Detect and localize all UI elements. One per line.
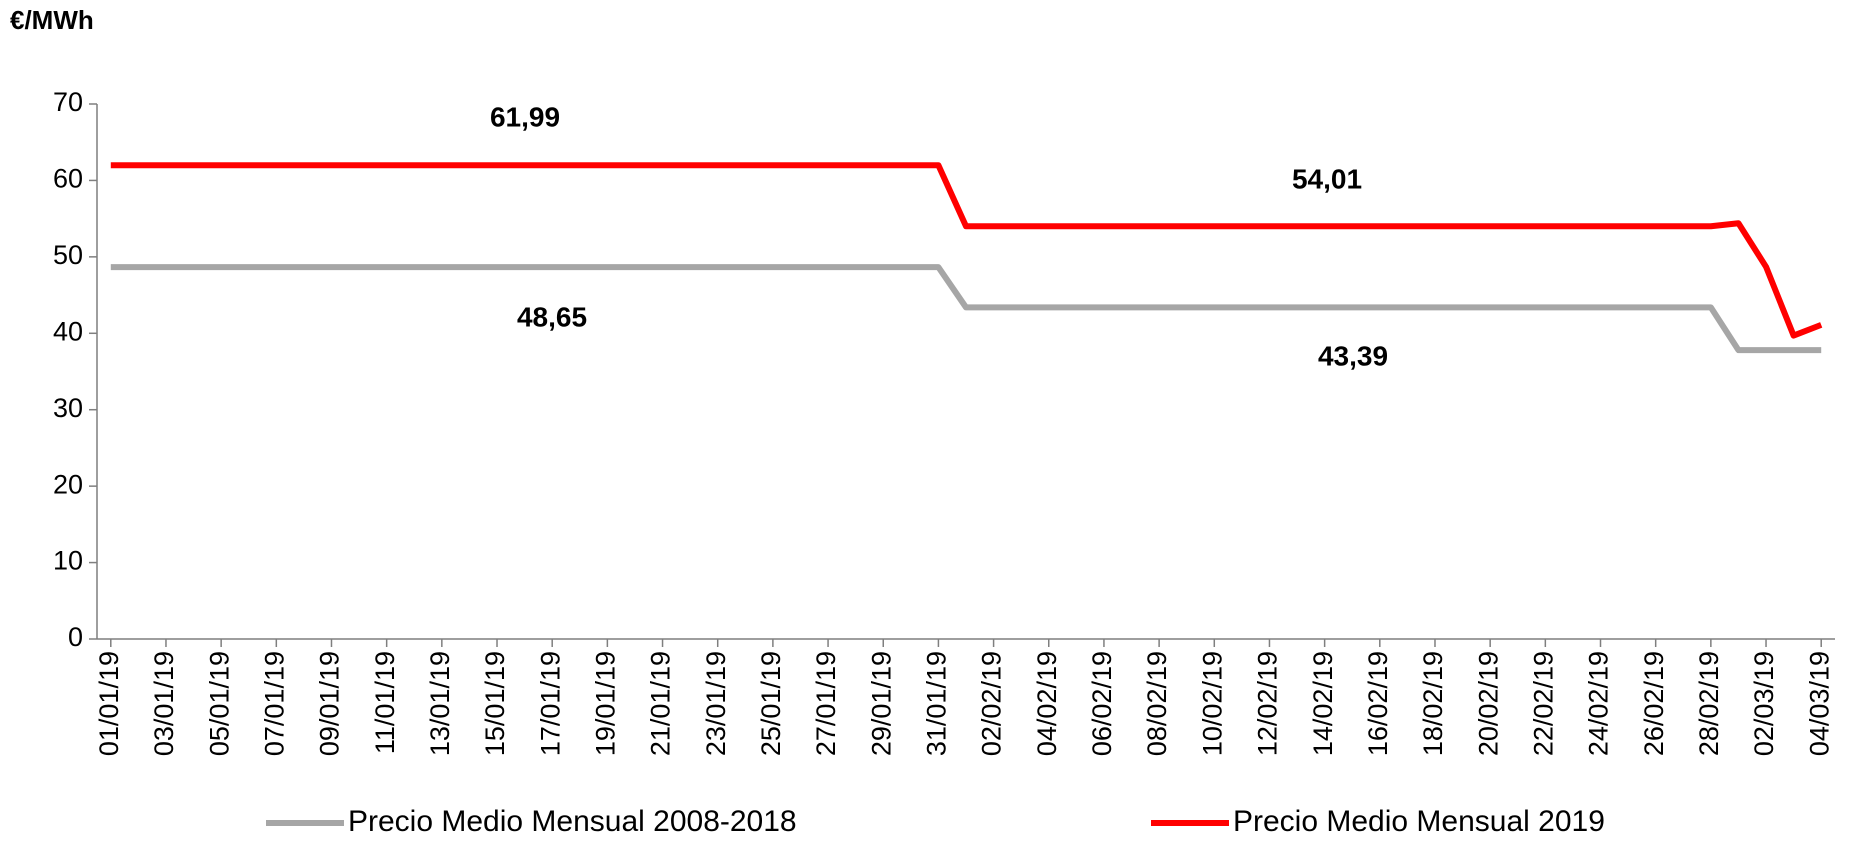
x-tick-label: 29/01/19 (866, 651, 896, 756)
x-tick-label: 14/02/19 (1308, 651, 1338, 756)
x-tick-label: 13/01/19 (425, 651, 455, 756)
x-tick-label: 07/01/19 (259, 651, 289, 756)
y-axis-label: €/MWh (10, 5, 94, 35)
legend-label: Precio Medio Mensual 2019 (1233, 805, 1605, 838)
series-line (110, 264, 1822, 354)
x-tick-label: 02/03/19 (1749, 651, 1779, 756)
annotation: 61,99 (490, 101, 560, 132)
x-tick-label: 01/01/19 (94, 651, 124, 756)
x-tick-label: 27/01/19 (811, 651, 841, 756)
x-tick-label: 08/02/19 (1142, 651, 1172, 756)
x-tick-label: 20/02/19 (1473, 651, 1503, 756)
annotation: 48,65 (517, 301, 587, 332)
series-line (110, 162, 1823, 339)
x-tick-label: 17/01/19 (535, 651, 565, 756)
x-tick-label: 04/03/19 (1804, 651, 1834, 756)
x-tick-label: 10/02/19 (1197, 651, 1227, 756)
y-tick-label: 50 (53, 240, 83, 270)
x-tick-label: 05/01/19 (204, 651, 234, 756)
y-tick-label: 30 (53, 393, 83, 423)
x-tick-label: 23/01/19 (701, 651, 731, 756)
x-tick-label: 03/01/19 (149, 651, 179, 756)
legend-label: Precio Medio Mensual 2008-2018 (348, 805, 797, 838)
x-tick-label: 22/02/19 (1528, 651, 1558, 756)
x-tick-label: 09/01/19 (315, 651, 345, 756)
x-tick-label: 26/02/19 (1639, 651, 1669, 756)
y-tick-label: 0 (68, 622, 83, 652)
x-tick-label: 21/01/19 (646, 651, 676, 756)
x-tick-label: 15/01/19 (480, 651, 510, 756)
y-tick-label: 60 (53, 164, 83, 194)
x-tick-label: 25/01/19 (756, 651, 786, 756)
x-tick-label: 19/01/19 (590, 651, 620, 756)
y-tick-label: 10 (53, 546, 83, 576)
x-tick-label: 16/02/19 (1363, 651, 1393, 756)
x-tick-label: 28/02/19 (1694, 651, 1724, 756)
x-tick-label: 12/02/19 (1253, 651, 1283, 756)
x-tick-label: 06/02/19 (1087, 651, 1117, 756)
x-tick-label: 11/01/19 (370, 651, 400, 754)
annotation: 54,01 (1292, 163, 1362, 194)
x-tick-label: 31/01/19 (922, 651, 952, 756)
y-tick-label: 70 (53, 87, 83, 117)
x-tick-label: 18/02/19 (1418, 651, 1448, 756)
x-tick-label: 04/02/19 (1032, 651, 1062, 756)
y-tick-label: 20 (53, 469, 83, 499)
x-tick-label: 02/02/19 (977, 651, 1007, 756)
x-tick-label: 24/02/19 (1584, 651, 1614, 756)
annotation: 43,39 (1318, 340, 1388, 371)
y-tick-label: 40 (53, 316, 83, 346)
